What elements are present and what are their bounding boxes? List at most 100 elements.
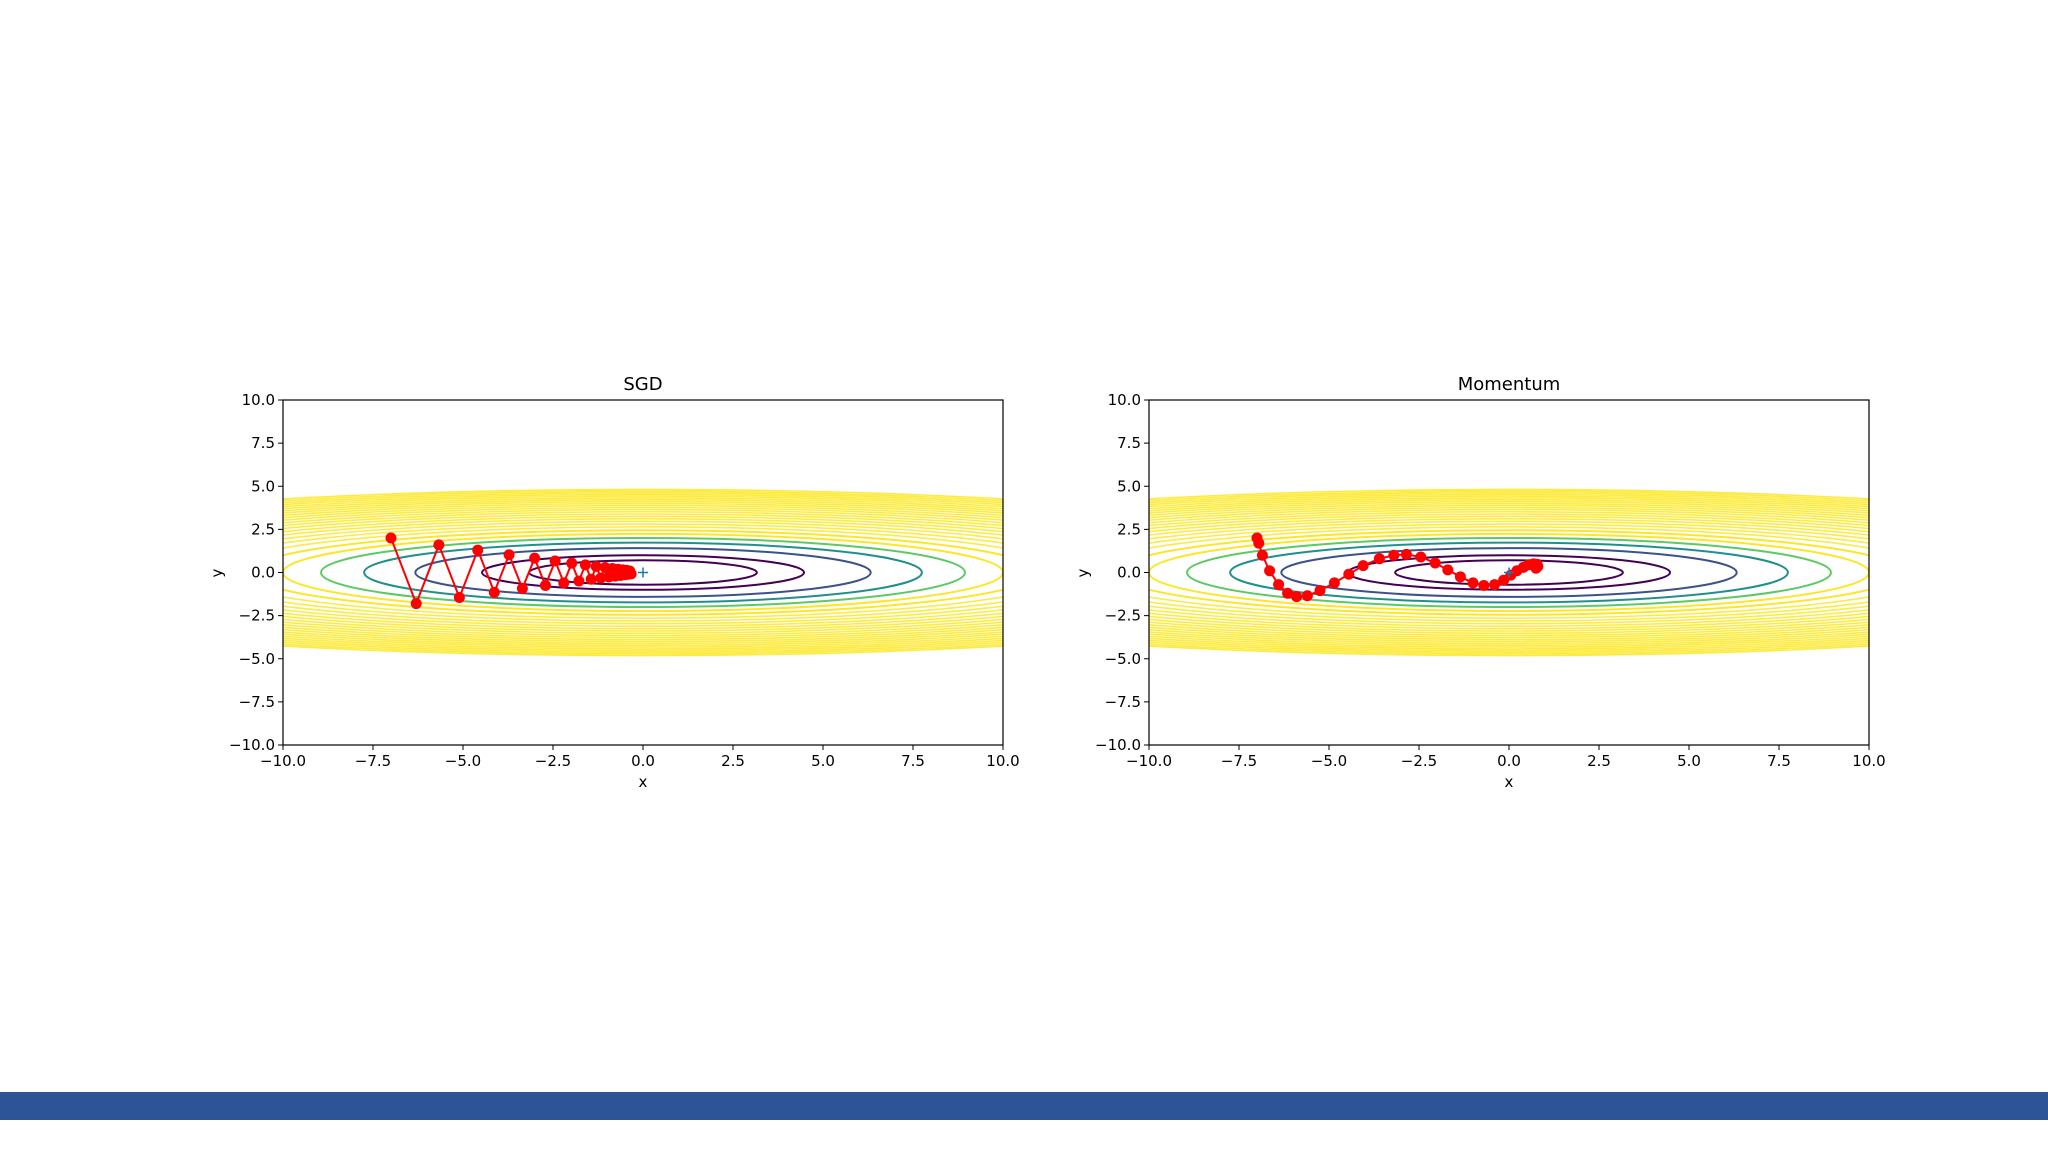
sgd-trajectory-point	[410, 598, 422, 610]
sgd-contour-line	[320, 537, 966, 608]
sgd-y-tick-label: 7.5	[251, 434, 275, 452]
momentum-trajectory-point	[1530, 562, 1542, 574]
sgd-trajectory-point	[590, 560, 602, 572]
momentum-trajectory-point	[1388, 549, 1400, 561]
momentum-contour-line	[1149, 529, 1869, 616]
sgd-contour-line	[481, 554, 805, 591]
momentum-trajectory-point	[1467, 577, 1479, 589]
sgd-contour-line	[283, 517, 1003, 628]
sgd-chart-svg: SGD x y −10.0 −7.5 −5.0 −2.5 0.0 2.5 5.0 7.5 10.…	[208, 374, 1020, 791]
sgd-x-tick-label: 2.5	[721, 752, 745, 770]
momentum-trajectory-point	[1373, 553, 1385, 565]
momentum-contour-line	[1149, 513, 1869, 632]
sgd-trajectory-point	[566, 557, 578, 569]
sgd-x-tick-label: −10.0	[260, 752, 306, 770]
sgd-trajectory-point	[573, 575, 585, 587]
momentum-x-tick-label: 0.0	[1497, 752, 1521, 770]
sgd-contour-line	[283, 497, 1003, 648]
momentum-trajectory-point	[1400, 548, 1412, 560]
sgd-y-tick-label: −5.0	[239, 650, 275, 668]
momentum-contour-line	[1149, 493, 1869, 652]
sgd-contour-line	[283, 506, 1003, 639]
sgd-contour-line	[283, 532, 1003, 613]
momentum-trajectory-point	[1282, 587, 1294, 599]
momentum-contour-line	[1229, 541, 1789, 604]
sgd-y-tick-label: 0.0	[251, 564, 275, 582]
momentum-contour-line	[1149, 490, 1869, 655]
sgd-trajectory-point	[488, 586, 500, 598]
momentum-x-axis-label: x	[1505, 773, 1514, 791]
momentum-minimum-marker	[1504, 567, 1514, 578]
sgd-contour-line	[283, 513, 1003, 632]
sgd-trajectory-point	[579, 559, 591, 571]
sgd-trajectory-point	[385, 532, 397, 544]
sgd-contour-line	[283, 526, 1003, 619]
sgd-y-tick-label: 5.0	[251, 477, 275, 495]
sgd-trajectory-point	[558, 577, 570, 589]
sgd-trajectory-point	[585, 573, 597, 585]
momentum-contour-line	[1149, 504, 1869, 641]
sgd-contour-line	[283, 493, 1003, 652]
momentum-trajectory-point	[1454, 571, 1466, 583]
momentum-plot: Momentum x y −10.0 −7.5 −5.0 −2.5 0.0 2.5 5.0 7…	[1074, 368, 2048, 798]
sgd-x-tick-label: 10.0	[986, 752, 1019, 770]
sgd-y-tick-label: −2.5	[239, 607, 275, 625]
momentum-x-tick-label: −10.0	[1126, 752, 1172, 770]
momentum-contour-line	[1394, 559, 1624, 586]
momentum-x-tick-label: −5.0	[1311, 752, 1347, 770]
sgd-x-tick-label: −2.5	[535, 752, 571, 770]
momentum-contour-line	[1149, 488, 1869, 657]
momentum-contour-line	[1149, 515, 1869, 630]
momentum-x-tick-label: 10.0	[1852, 752, 1885, 770]
momentum-trajectory-point	[1429, 557, 1441, 569]
sgd-contour-line	[283, 498, 1003, 647]
sgd-contour-line	[283, 488, 1003, 657]
momentum-contour-line	[1149, 497, 1869, 648]
sgd-trajectory-point	[529, 552, 541, 564]
sgd-plot: SGD x y −10.0 −7.5 −5.0 −2.5 0.0 2.5 5.0 7.5 10.…	[208, 368, 1228, 798]
sgd-trajectory-point	[472, 544, 484, 556]
sgd-x-axis-label: x	[639, 773, 648, 791]
momentum-chart-title: Momentum	[1458, 374, 1561, 395]
momentum-y-tick-label: 10.0	[1108, 391, 1141, 409]
momentum-y-tick-label: −10.0	[1095, 736, 1141, 754]
momentum-y-tick-label: 2.5	[1117, 520, 1141, 538]
momentum-contour-line	[1149, 517, 1869, 628]
footer-accent-bar	[0, 1092, 2048, 1120]
sgd-contour-line	[363, 541, 923, 604]
sgd-contour-line	[283, 520, 1003, 625]
momentum-contour-line	[1149, 491, 1869, 654]
sgd-minimum-marker	[638, 567, 648, 578]
momentum-trajectory-point	[1301, 590, 1313, 602]
sgd-y-tick-label: 10.0	[242, 391, 275, 409]
momentum-contour-line	[1149, 526, 1869, 619]
momentum-contour-line	[1149, 502, 1869, 643]
momentum-contour-line	[1149, 520, 1869, 625]
sgd-trajectory-point	[503, 549, 515, 561]
momentum-y-tick-label: −2.5	[1105, 607, 1141, 625]
momentum-trajectory-point	[1264, 565, 1276, 577]
momentum-contour-line	[1149, 532, 1869, 613]
momentum-contour-line	[1149, 508, 1869, 637]
sgd-contour-line	[283, 508, 1003, 637]
sgd-contour-line	[283, 502, 1003, 643]
sgd-x-tick-label: −5.0	[445, 752, 481, 770]
momentum-y-tick-label: 5.0	[1117, 477, 1141, 495]
momentum-trajectory-point	[1291, 591, 1303, 603]
momentum-y-tick-label: −7.5	[1105, 693, 1141, 711]
sgd-x-tick-label: −7.5	[355, 752, 391, 770]
momentum-plot-area	[1149, 488, 1869, 657]
momentum-contour-line	[1149, 523, 1869, 622]
momentum-contour-line	[1149, 500, 1869, 645]
sgd-contour-line	[283, 491, 1003, 654]
momentum-y-tick-label: 0.0	[1117, 564, 1141, 582]
momentum-trajectory-point	[1489, 579, 1501, 591]
momentum-x-tick-label: −2.5	[1401, 752, 1437, 770]
sgd-trajectory-point	[453, 592, 465, 604]
sgd-y-tick-label: −10.0	[229, 736, 275, 754]
sgd-contour-line	[283, 510, 1003, 635]
momentum-y-tick-label: −5.0	[1105, 650, 1141, 668]
sgd-contour-line	[283, 495, 1003, 650]
momentum-x-tick-label: 5.0	[1677, 752, 1701, 770]
momentum-x-tick-label: 7.5	[1767, 752, 1791, 770]
